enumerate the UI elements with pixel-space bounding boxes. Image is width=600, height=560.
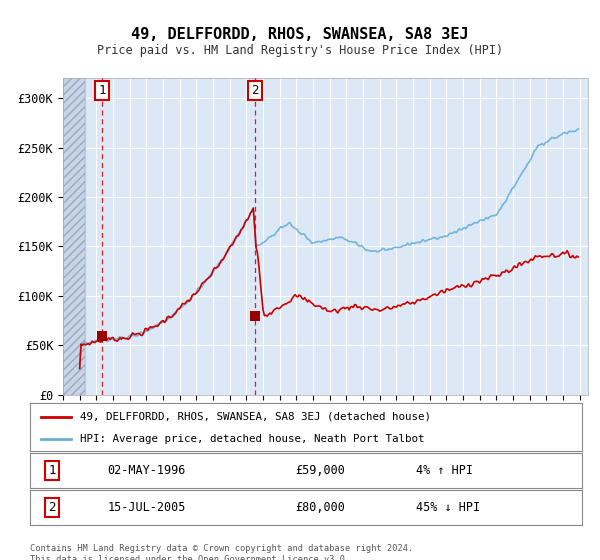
Text: 15-JUL-2005: 15-JUL-2005 — [107, 501, 185, 514]
Text: 49, DELFFORDD, RHOS, SWANSEA, SA8 3EJ: 49, DELFFORDD, RHOS, SWANSEA, SA8 3EJ — [131, 27, 469, 42]
Text: 4% ↑ HPI: 4% ↑ HPI — [416, 464, 473, 477]
Text: 45% ↓ HPI: 45% ↓ HPI — [416, 501, 481, 514]
Text: 1: 1 — [98, 84, 106, 97]
Bar — [63, 78, 85, 395]
Text: £59,000: £59,000 — [295, 464, 345, 477]
Text: £80,000: £80,000 — [295, 501, 345, 514]
Bar — [63, 78, 85, 395]
Text: 2: 2 — [251, 84, 259, 97]
Text: 2: 2 — [49, 501, 56, 514]
Text: Price paid vs. HM Land Registry's House Price Index (HPI): Price paid vs. HM Land Registry's House … — [97, 44, 503, 57]
Text: 02-MAY-1996: 02-MAY-1996 — [107, 464, 185, 477]
Text: HPI: Average price, detached house, Neath Port Talbot: HPI: Average price, detached house, Neat… — [80, 434, 424, 444]
Text: 1: 1 — [49, 464, 56, 477]
Text: 49, DELFFORDD, RHOS, SWANSEA, SA8 3EJ (detached house): 49, DELFFORDD, RHOS, SWANSEA, SA8 3EJ (d… — [80, 412, 431, 422]
Text: Contains HM Land Registry data © Crown copyright and database right 2024.
This d: Contains HM Land Registry data © Crown c… — [30, 544, 413, 560]
